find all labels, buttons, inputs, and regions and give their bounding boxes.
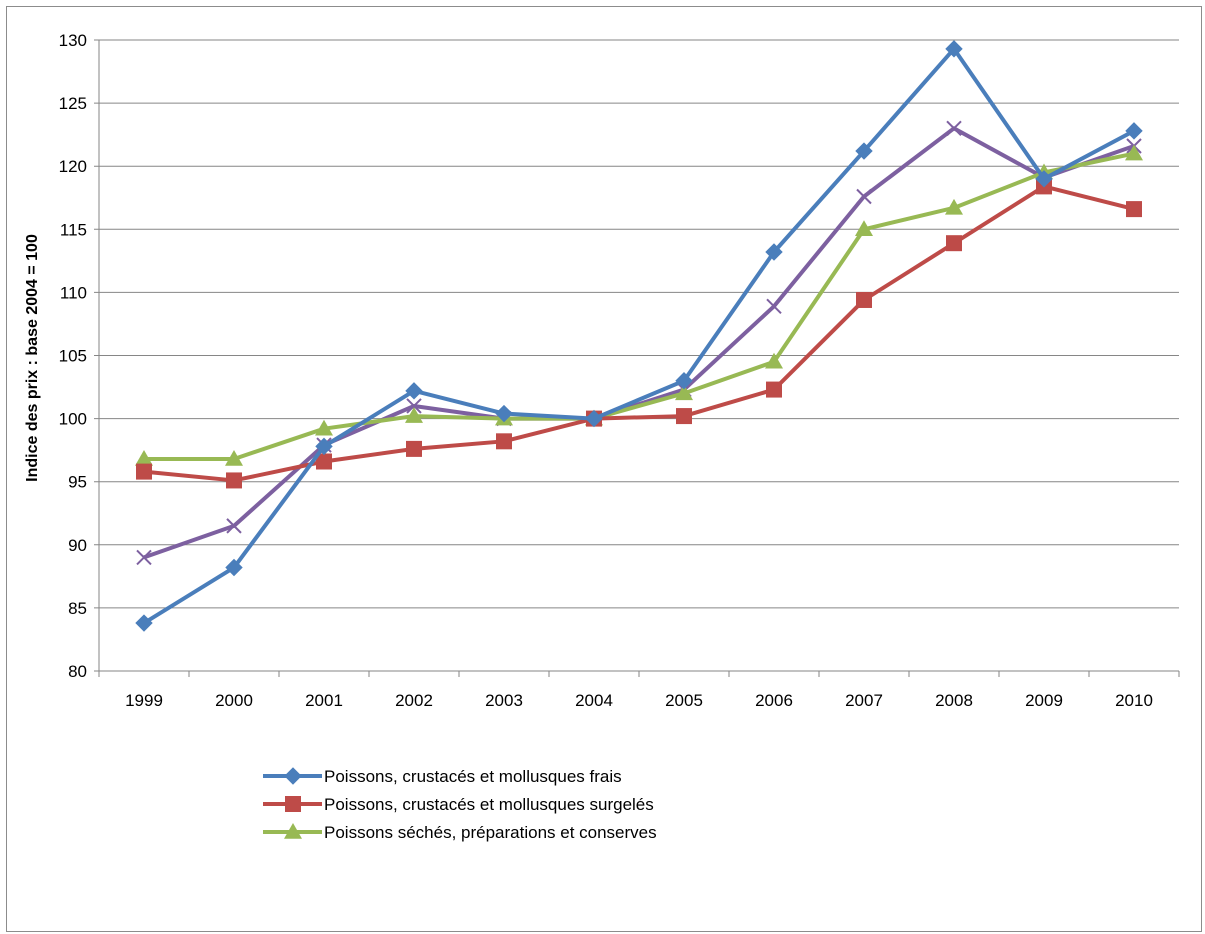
x-tick-label: 2006	[755, 691, 793, 710]
series-2-point	[946, 235, 962, 252]
axes: 80 85 90 95 100 105 110 115 120 125 130 1999 2000 200…	[59, 31, 1180, 710]
series-4-point	[406, 398, 422, 414]
x-tick-label: 2004	[575, 691, 613, 710]
x-tick-label: 2001	[305, 691, 343, 710]
legend-label: Poissons, crustacés et mollusques surgel…	[324, 795, 654, 814]
series-2-point	[136, 463, 152, 480]
series-1-point	[765, 243, 783, 261]
series-4-line	[143, 126, 1135, 560]
series-2-point	[856, 291, 872, 308]
legend-item-3: Poissons séchés, préparations et conserv…	[263, 823, 657, 842]
legend-swatch-marker	[285, 796, 301, 812]
x-tick-label: 2008	[935, 691, 973, 710]
legend-label: Poissons, crustacés et mollusques frais	[324, 767, 622, 786]
series-3-point	[1125, 144, 1143, 161]
series-1-point	[495, 404, 513, 423]
legend: Poissons, crustacés et mollusques frais P…	[263, 767, 657, 842]
legend-swatch-marker	[284, 823, 302, 839]
y-tick-label: 100	[59, 410, 87, 429]
series-1-point	[675, 372, 693, 390]
series-4-point	[226, 518, 242, 534]
y-tick-label: 120	[59, 157, 87, 176]
series-3-point	[945, 198, 963, 215]
x-tick-label: 2003	[485, 691, 523, 710]
series-1-line	[142, 46, 1135, 625]
series-1	[135, 40, 1143, 632]
legend-swatch-marker	[284, 767, 302, 785]
y-tick-label: 105	[59, 347, 87, 366]
series-4-point	[766, 298, 782, 314]
y-tick-label: 95	[68, 473, 87, 492]
series-2-point	[496, 433, 512, 450]
series-2-point	[766, 381, 782, 398]
series-1-point	[945, 40, 963, 58]
series-1-point	[585, 409, 603, 428]
series-1-point	[225, 558, 243, 577]
series-3-point	[405, 407, 423, 423]
x-tick-label: 2010	[1115, 691, 1153, 710]
y-tick-label: 115	[60, 220, 87, 239]
series-1-point	[1125, 122, 1143, 140]
series-1-point	[855, 142, 873, 160]
y-tick-label: 110	[60, 283, 87, 302]
y-tick-label: 125	[59, 94, 87, 113]
series-3-point	[765, 352, 783, 369]
series-3-point	[675, 384, 693, 401]
series-3-point	[225, 449, 243, 466]
series-1-point	[1035, 170, 1053, 188]
y-tick-label: 80	[68, 662, 87, 681]
series-2-point	[406, 440, 422, 457]
x-tick-label: 1999	[125, 691, 163, 710]
series-2-point	[316, 453, 332, 470]
y-axis-title: Indice des prix : base 2004 = 100	[24, 234, 41, 482]
series-3-point	[135, 449, 153, 466]
y-tick-label: 130	[59, 31, 87, 50]
series-2-point	[1126, 201, 1142, 218]
x-tick-label: 2009	[1025, 691, 1063, 710]
legend-item-1: Poissons, crustacés et mollusques frais	[263, 767, 622, 786]
series-2-point	[676, 408, 692, 425]
series-3-line	[144, 151, 1135, 461]
x-tick-label: 2007	[845, 691, 883, 710]
y-tick-label: 85	[68, 599, 87, 618]
x-tick-label: 2005	[665, 691, 703, 710]
y-tick-label: 90	[68, 536, 87, 555]
series-3	[135, 144, 1143, 466]
legend-label: Poissons séchés, préparations et conserv…	[324, 823, 657, 842]
series-1-point	[315, 437, 333, 456]
series-layer	[135, 40, 1143, 632]
chart-frame	[6, 6, 1202, 932]
series-1-point	[405, 382, 423, 400]
x-tick-label: 2000	[215, 691, 253, 710]
series-4-point	[946, 120, 962, 137]
series-4-point	[856, 188, 872, 205]
x-tick-label: 2002	[395, 691, 433, 710]
legend-item-2: Poissons, crustacés et mollusques surgel…	[263, 795, 654, 814]
series-2-line	[143, 184, 1135, 483]
gridlines	[94, 39, 1179, 672]
series-4-point	[136, 549, 152, 566]
series-2-point	[226, 472, 242, 489]
series-3-point	[315, 419, 333, 436]
series-3-point	[855, 220, 873, 237]
series-1-point	[135, 614, 153, 632]
